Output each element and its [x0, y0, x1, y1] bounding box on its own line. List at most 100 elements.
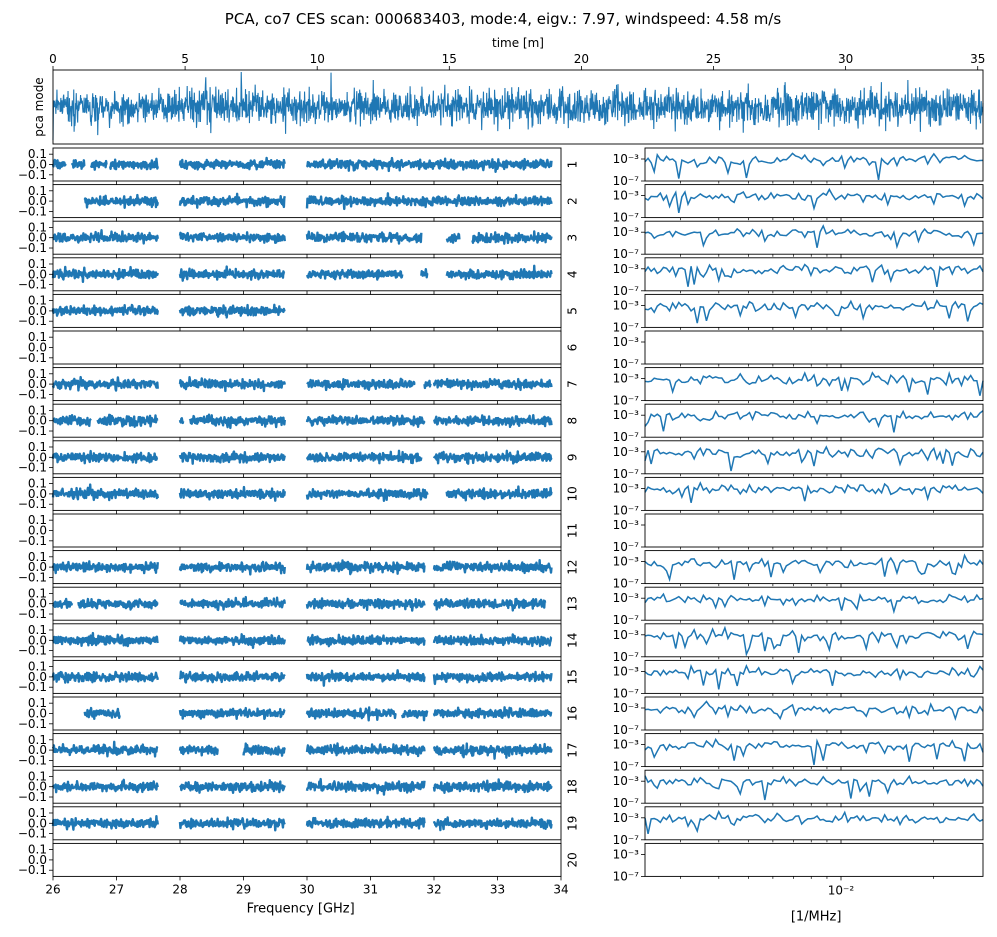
- feed-16-segment-4: [432, 706, 553, 720]
- top-pca-panel: 0 5 10 15 20 25 30 35 time [m] pca mode: [32, 36, 985, 145]
- feed-12-segment-0: [51, 560, 159, 575]
- spectrum-row-3: 10⁻³ 10⁻⁷: [613, 220, 984, 261]
- feed-3-segment-1: [178, 231, 286, 244]
- feed-19-segment-3: [432, 816, 553, 832]
- spectrum-ytick-label: 10⁻³: [613, 664, 640, 678]
- spectrum-ytick-label: 10⁻⁷: [613, 796, 640, 810]
- spectrum-panel-frame: [644, 586, 984, 621]
- feed-ytick-label: 0.1: [28, 220, 47, 234]
- feed-ytick-label: 0.0: [28, 194, 47, 208]
- spectrum-xlabel: [1/MHz]: [791, 909, 842, 924]
- feed-4-segment-0: [51, 265, 159, 284]
- feed-2-segment-2: [305, 192, 553, 211]
- feed-label-1: 1: [566, 161, 580, 169]
- spectrum-row-10: 10⁻³ 10⁻⁷: [613, 476, 984, 517]
- feed-ytick-label: 0.0: [28, 670, 47, 684]
- feed-17-segment-0: [51, 740, 159, 758]
- feed-label-4: 4: [566, 270, 580, 278]
- feed-row-14: 0.10.0−0.1 14: [18, 623, 580, 661]
- feed-ytick-label: 0.0: [28, 487, 47, 501]
- feed-15-segment-2: [305, 669, 426, 687]
- top-ylabel: pca mode: [32, 77, 46, 136]
- spectrum-row-5: 10⁻³ 10⁻⁷: [613, 293, 984, 334]
- spectrum-row-14: 10⁻³ 10⁻⁷: [613, 623, 984, 664]
- feed-label-9: 9: [566, 453, 580, 461]
- feed-label-17: 17: [566, 742, 580, 757]
- feed-16-segment-0: [83, 706, 121, 721]
- spectrum-ytick-label: 10⁻³: [613, 445, 640, 459]
- feed-xtick-label: 30: [299, 882, 314, 896]
- pca-mode-timestream: [52, 71, 984, 141]
- feed-ytick-label: 0.0: [28, 414, 47, 428]
- feed-ytick-label: 0.0: [28, 633, 47, 647]
- spectrum-row-6: 10⁻³ 10⁻⁷: [613, 330, 984, 371]
- feed-3-segment-2: [305, 230, 423, 245]
- spectrum-panels: 10⁻³10⁻⁷10⁻³10⁻⁷10⁻³10⁻⁷10⁻³10⁻⁷10⁻³10⁻⁷…: [613, 147, 984, 924]
- feed-8-segment-4: [305, 414, 426, 428]
- spectrum-ytick-label: 10⁻⁷: [613, 760, 640, 774]
- spectrum-ytick-label: 10⁻³: [613, 701, 640, 715]
- spectrum-ytick-label: 10⁻³: [613, 555, 640, 569]
- feed-xtick-label: 26: [45, 882, 60, 896]
- feed-ytick-label: 0.1: [28, 843, 47, 857]
- feed-ytick-label: 0.1: [28, 330, 47, 344]
- feed-17-segment-3: [305, 742, 426, 758]
- spectrum-ytick-label: 10⁻⁷: [613, 503, 640, 517]
- spectrum-ytick-label: 10⁻⁷: [613, 686, 640, 700]
- spectrum-panel-frame: [644, 733, 984, 768]
- spectrum-panel-frame: [644, 696, 984, 731]
- spectrum-ytick-label: 10⁻⁷: [613, 833, 640, 847]
- feed-9-segment-3: [432, 449, 553, 465]
- spectrum-ytick-label: 10⁻⁷: [613, 577, 640, 591]
- spectrum-row-11: 10⁻³ 10⁻⁷: [613, 513, 984, 554]
- feed-ytick-label: 0.0: [28, 743, 47, 757]
- feed-xtick-label: 28: [172, 882, 187, 896]
- feed-ytick-label: 0.0: [28, 707, 47, 721]
- feed-xlabel: Frequency [GHz]: [247, 901, 355, 916]
- feed-8-segment-3: [188, 413, 286, 430]
- feed-row-3: 0.10.0−0.1 3: [18, 220, 580, 259]
- feed-1-segment-3: [108, 157, 159, 171]
- top-xtick-label: 5: [181, 52, 189, 66]
- feed-ytick-label: 0.0: [28, 816, 47, 830]
- feed-row-12: 0.10.0−0.1 12: [18, 550, 580, 588]
- feed-label-3: 3: [566, 234, 580, 242]
- feed-ytick-label: 0.0: [28, 853, 47, 867]
- spectrum-row-4: 10⁻³ 10⁻⁷: [613, 257, 984, 298]
- feed-16-segment-2: [305, 706, 397, 722]
- spectrum-row-18: 10⁻³ 10⁻⁷: [613, 769, 984, 810]
- feed-ytick-label: −0.1: [18, 314, 47, 328]
- feed-3-segment-3: [445, 232, 461, 244]
- spectrum-ytick-label: 10⁻⁷: [613, 247, 640, 261]
- chart-title: PCA, co7 CES scan: 000683403, mode:4, ei…: [225, 10, 782, 28]
- feed-ytick-label: 0.1: [28, 257, 47, 271]
- feed-ytick-label: −0.1: [18, 680, 47, 694]
- spectrum-ytick-label: 10⁻⁷: [613, 174, 640, 188]
- spectrum-panel-frame: [644, 184, 984, 219]
- spectrum-3-line: [644, 224, 984, 250]
- feed-8-segment-5: [432, 413, 553, 429]
- feed-label-19: 19: [566, 816, 580, 831]
- feed-ytick-label: 0.1: [28, 403, 47, 417]
- feed-label-11: 11: [566, 523, 580, 538]
- top-xlabel: time [m]: [492, 36, 544, 50]
- spectrum-row-16: 10⁻³ 10⁻⁷: [613, 696, 984, 737]
- spectrum-8-line: [644, 409, 984, 433]
- feed-14-segment-2: [306, 633, 426, 648]
- feed-14-segment-1: [178, 633, 286, 650]
- feed-ytick-label: 0.1: [28, 660, 47, 674]
- feed-ytick-label: 0.1: [28, 550, 47, 564]
- spectrum-row-12: 10⁻³ 10⁻⁷: [613, 550, 984, 591]
- feed-panel-frame: [52, 293, 562, 328]
- feed-2-segment-1: [178, 192, 286, 209]
- feed-ytick-label: −0.1: [18, 753, 47, 767]
- feed-4-segment-1: [178, 265, 286, 282]
- feed-label-5: 5: [566, 307, 580, 315]
- top-xtick-label: 30: [838, 52, 853, 66]
- feed-17-segment-1: [178, 744, 219, 757]
- feed-8-segment-1: [96, 413, 159, 428]
- feed-3-segment-0: [52, 228, 159, 245]
- feed-xtick-label: 27: [109, 882, 124, 896]
- spectrum-panel-frame: [644, 623, 984, 658]
- feed-17-segment-4: [432, 742, 553, 760]
